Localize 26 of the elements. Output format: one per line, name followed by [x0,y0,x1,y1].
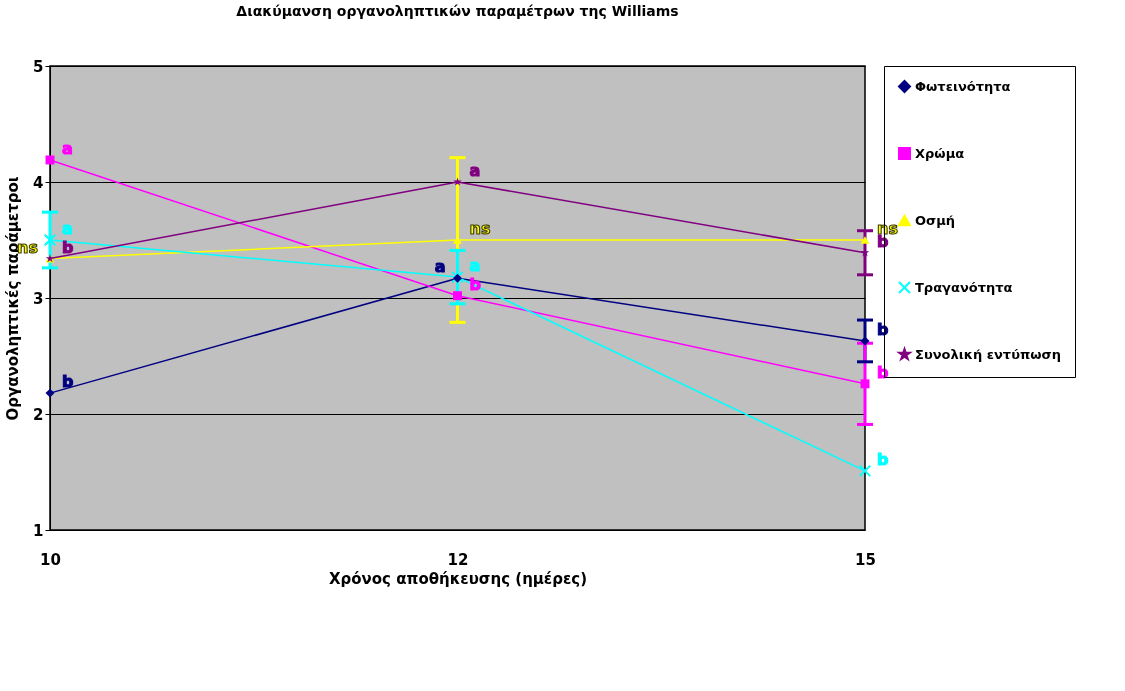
annotation: a [469,161,481,180]
legend-label: Συνολική εντύπωση [915,346,1061,362]
legend-label: Φωτεινότητα [915,78,1011,94]
x-tick-label: 12 [447,550,469,569]
annotation: b [62,237,74,257]
annotation: a [62,219,73,238]
x-tick-label: 10 [40,550,61,569]
annotation: b [62,372,74,392]
point [858,464,872,478]
legend-label: Τραγανότητα [915,279,1013,295]
y-tick-label: 5 [33,57,44,76]
chart-title: Διακύμανση οργανοληπτικών παραμέτρων της Williams [236,3,679,19]
legend-label: Οσμή [915,212,955,228]
annotation: ns [469,219,491,238]
point [43,233,57,247]
y-tick-label: 2 [33,405,44,424]
legend-label: Χρώμα [915,145,965,161]
annotation: a [469,256,481,276]
y-tick-label: 1 [33,521,44,540]
x-axis-title: Χρόνος αποθήκευσης (ημέρες) [328,569,588,588]
y-tick-label: 4 [33,173,44,192]
annotation: a [434,257,446,277]
y-tick-label: 3 [33,289,44,308]
x-tick-label: 15 [855,550,876,569]
annotation: a [62,138,73,158]
annotation: b [877,449,889,469]
